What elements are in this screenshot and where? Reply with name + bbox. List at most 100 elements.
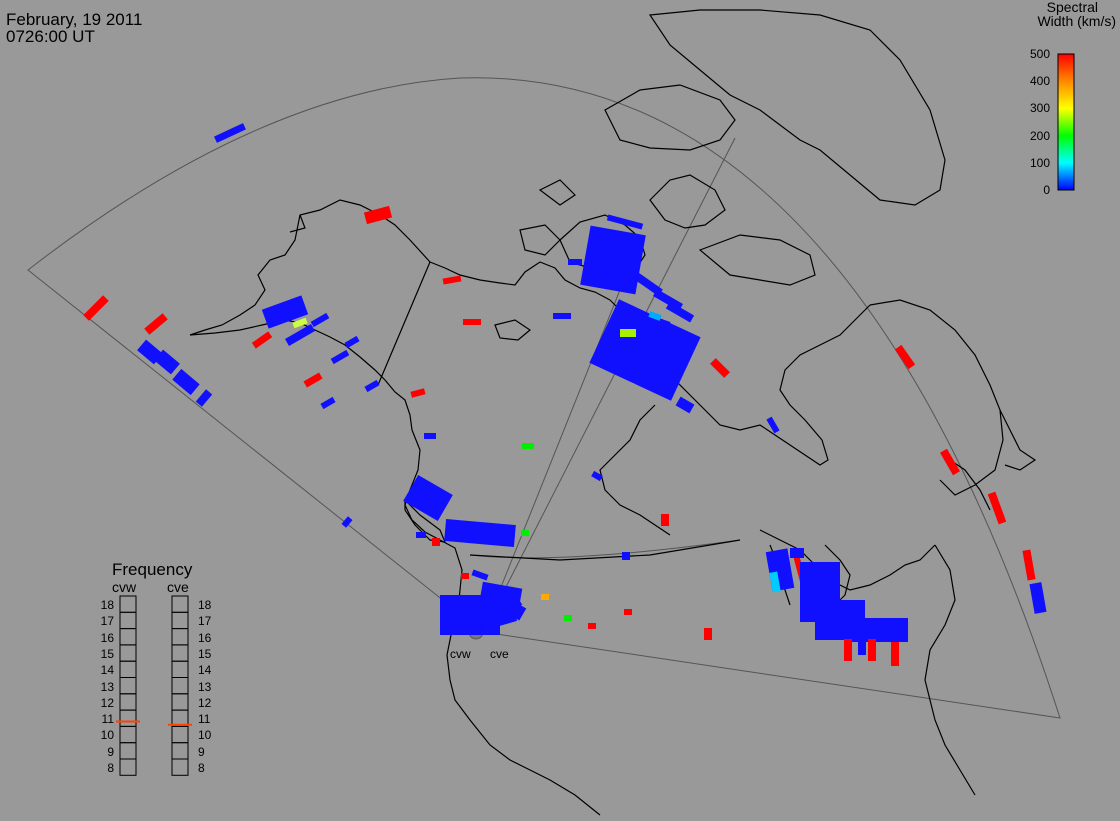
echo-patch — [568, 259, 582, 265]
echo-patch — [940, 448, 960, 476]
frequency-scale-label: 8 — [198, 761, 205, 775]
echo-patch — [172, 368, 200, 396]
echo-patch — [894, 344, 916, 370]
echo-patch — [214, 123, 246, 143]
echo-patch — [410, 388, 426, 398]
echo-patch — [403, 475, 453, 521]
fov-outline — [27, 77, 1061, 719]
echo-patch — [310, 312, 330, 328]
echo-patch — [648, 311, 662, 321]
echo-patch — [591, 470, 603, 482]
frequency-box — [119, 758, 137, 776]
frequency-boxes — [116, 595, 192, 776]
echo-patch — [766, 416, 780, 434]
colorbar-tick-label: 500 — [1029, 47, 1050, 61]
echo-patch — [665, 301, 695, 323]
echo-patch — [416, 532, 426, 538]
echo-patch — [987, 491, 1007, 525]
frequency-scale-label: 9 — [198, 744, 205, 759]
echo-patch — [606, 214, 644, 230]
echo-patch — [710, 358, 730, 378]
frequency-scale-label: 17 — [100, 614, 114, 629]
echo-patch — [83, 295, 109, 321]
echo-patch — [844, 639, 852, 661]
echo-patch — [620, 329, 636, 337]
echo-patch — [891, 642, 899, 666]
frequency-title: Frequency — [112, 560, 193, 579]
echo-patch — [144, 313, 168, 335]
frequency-box — [171, 725, 189, 744]
frequency-scale-label: 9 — [107, 744, 114, 759]
frequency-box — [119, 709, 137, 727]
coastlines — [189, 9, 1037, 816]
echo-patch — [541, 594, 549, 600]
echo-patch — [769, 571, 781, 593]
frequency-box — [119, 644, 137, 662]
echo-patch — [154, 349, 180, 375]
echo-patch — [588, 623, 596, 629]
echo-patch — [858, 637, 866, 655]
echo-patch — [675, 396, 695, 414]
frequency-scale-label: 13 — [100, 679, 114, 694]
frequency-box — [119, 677, 137, 695]
frequency-scale-label: 14 — [100, 663, 114, 678]
frequency-box — [171, 628, 189, 646]
frequency-box — [119, 660, 137, 679]
echo-patch — [292, 317, 308, 329]
echo-patch — [261, 295, 309, 329]
echo-patch — [363, 205, 393, 225]
echo-patch — [251, 331, 273, 349]
frequency-box — [119, 742, 137, 760]
frequency-scale-label: 16 — [100, 630, 114, 645]
frequency-col-cve: cve — [167, 579, 189, 595]
frequency-box — [119, 611, 137, 630]
echo-patch — [1022, 549, 1036, 581]
echo-patch — [303, 372, 323, 388]
echo-patch — [627, 267, 663, 297]
echo-patch — [868, 639, 876, 661]
frequency-scale-label: 17 — [198, 614, 212, 629]
echo-patch — [285, 324, 315, 346]
echo-patch — [589, 299, 701, 401]
frequency-scale-label: 15 — [100, 646, 114, 661]
colorbar-tick-label: 400 — [1029, 74, 1050, 89]
echo-patch — [629, 308, 671, 332]
frequency-box — [171, 693, 189, 711]
frequency-box — [171, 742, 189, 760]
frequency-box — [171, 758, 189, 776]
radar-label-cvw: cvw — [450, 647, 471, 661]
echo-patch — [344, 335, 360, 349]
echo-patch — [471, 569, 489, 581]
echo-patch — [463, 319, 481, 325]
frequency-box — [119, 693, 137, 711]
frequency-scale-label: 16 — [198, 630, 212, 645]
frequency-col-cvw: cvw — [112, 579, 137, 595]
frequency-scale-label: 10 — [100, 728, 114, 743]
echo-patch — [320, 396, 336, 410]
echo-patch — [661, 514, 669, 526]
echo-patch — [442, 275, 462, 285]
date-label: February, 19 2011 — [6, 10, 143, 29]
frequency-scale-label: 14 — [198, 663, 212, 678]
colorbar-tick-label: 300 — [1029, 101, 1050, 116]
echo-patch — [522, 443, 534, 449]
echo-patch — [790, 548, 804, 558]
colorbar-title-line1: Spectral — [1046, 0, 1098, 15]
echo-patch — [330, 349, 350, 365]
colorbar-tick-label: 200 — [1029, 128, 1050, 143]
colorbar — [1057, 53, 1075, 191]
echo-patch — [364, 379, 380, 393]
frequency-scale-label: 11 — [101, 712, 114, 727]
echo-patch — [461, 573, 469, 579]
frequency-scale-label: 13 — [198, 679, 212, 694]
radar-label-cve: cve — [490, 647, 509, 661]
frequency-scale-label: 18 — [100, 598, 114, 612]
echo-patch — [564, 615, 572, 621]
time-label: 0726:00 UT — [6, 27, 95, 46]
echo-patch — [622, 552, 630, 560]
echo-patch — [580, 225, 646, 295]
frequency-box — [171, 644, 189, 662]
echo-patch — [424, 433, 436, 439]
